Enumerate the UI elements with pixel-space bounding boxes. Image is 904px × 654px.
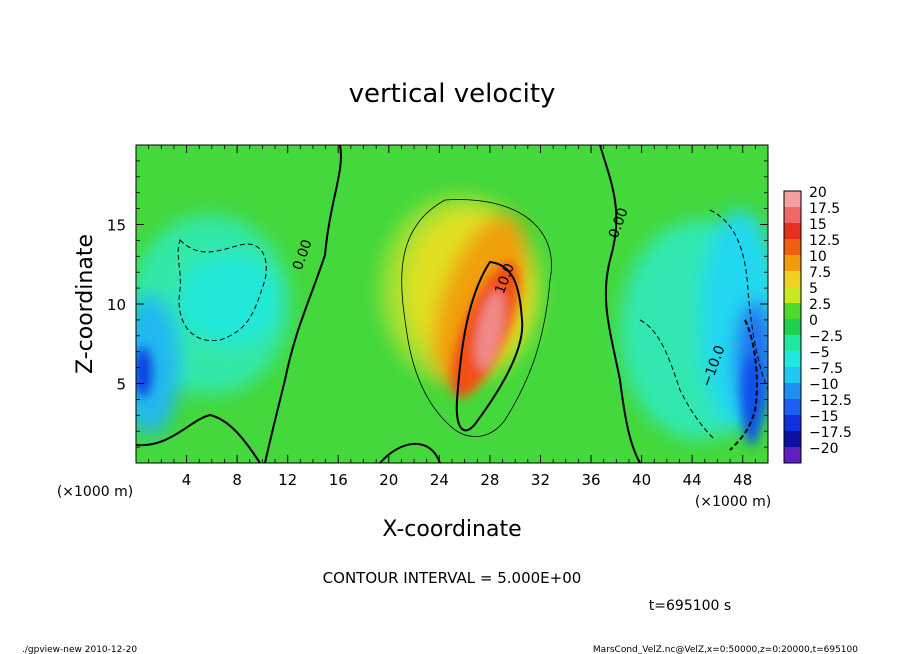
colorbar-swatch-0 [784, 191, 801, 208]
colorbar-swatch-11 [784, 367, 801, 384]
colorbar-label-9: −2.5 [809, 329, 843, 345]
plot-area [136, 145, 768, 463]
colorbar-frame [783, 190, 802, 464]
x-tick-label-0: 4 [182, 471, 192, 489]
colorbar-swatch-2 [784, 223, 801, 240]
chart-title: vertical velocity [349, 79, 556, 109]
y-axis: 5 10 15 [107, 160, 768, 448]
x-axis: 4 8 12 16 20 24 28 32 36 40 44 48 [148, 145, 756, 489]
y-tick-label-0: 5 [116, 376, 126, 394]
contour-zero-right [599, 145, 641, 463]
y-tick-label-2: 15 [107, 217, 126, 235]
contour-zero-left [264, 145, 342, 463]
colorbar: 2017.51512.5107.552.50−2.5−5−7.5−10−12.5… [783, 185, 852, 464]
colorbar-label-8: 0 [809, 313, 818, 329]
contour-neg-left [177, 239, 267, 342]
colorbar-label-3: 12.5 [809, 233, 840, 249]
contour-neg-right-inner [729, 319, 758, 451]
colorbar-label-7: 2.5 [809, 297, 831, 313]
colorbar-swatch-4 [784, 255, 801, 272]
x-tick-label-1: 8 [232, 471, 242, 489]
colorbar-label-11: −7.5 [809, 361, 843, 377]
colorbar-label-15: −17.5 [809, 425, 852, 441]
time-stamp: t=695100 s [649, 598, 731, 614]
colorbar-label-16: −20 [809, 441, 839, 457]
colorbar-swatch-16 [784, 447, 801, 464]
contour-ten [455, 260, 524, 432]
contour-five [401, 199, 552, 437]
colorbar-label-0: 20 [809, 185, 827, 201]
colorbar-swatch-12 [784, 383, 801, 400]
colorbar-swatch-9 [784, 335, 801, 352]
y-tick-label-1: 10 [107, 296, 126, 314]
x-tick-label-9: 40 [632, 471, 651, 489]
x-tick-label-10: 44 [683, 471, 702, 489]
colorbar-swatch-7 [784, 303, 801, 320]
colorbar-swatch-14 [784, 415, 801, 432]
x-tick-label-11: 48 [733, 471, 752, 489]
y-axis-label: Z-coordinate [73, 234, 98, 374]
colorbar-swatch-6 [784, 287, 801, 304]
footer-left: ./gpview-new 2010-12-20 [22, 645, 137, 654]
colorbar-swatch-8 [784, 319, 801, 336]
x-tick-label-4: 20 [379, 471, 398, 489]
x-tick-label-5: 24 [430, 471, 449, 489]
colorbar-label-5: 7.5 [809, 265, 831, 281]
colorbar-label-4: 10 [809, 249, 827, 265]
x-tick-label-7: 32 [531, 471, 550, 489]
x-tick-label-6: 28 [480, 471, 499, 489]
colorbar-swatch-5 [784, 271, 801, 288]
colorbar-swatch-15 [784, 431, 801, 448]
contour-neg-right [639, 209, 768, 441]
x-axis-label: X-coordinate [382, 517, 521, 542]
contour-interval-note: CONTOUR INTERVAL = 5.000E+00 [323, 569, 582, 587]
colorbar-swatch-10 [784, 351, 801, 368]
x-unit-label-left: (×1000 m) [57, 484, 133, 500]
x-tick-label-8: 36 [581, 471, 600, 489]
colorbar-swatch-3 [784, 239, 801, 256]
colorbar-swatch-13 [784, 399, 801, 416]
y-unit-label-right: (×1000 m) [695, 494, 771, 510]
colorbar-label-10: −5 [809, 345, 830, 361]
contour-zero-bottom [136, 413, 441, 463]
colorbar-swatch-1 [784, 207, 801, 224]
colorbar-label-14: −15 [809, 409, 839, 425]
x-tick-label-2: 12 [278, 471, 297, 489]
colorbar-label-2: 15 [809, 217, 827, 233]
colorbar-label-13: −12.5 [809, 393, 852, 409]
colorbar-label-6: 5 [809, 281, 818, 297]
colorbar-label-12: −10 [809, 377, 839, 393]
colorbar-label-1: 17.5 [809, 201, 840, 217]
x-tick-label-3: 16 [329, 471, 348, 489]
footer-right: MarsCond_VelZ.nc@VelZ,x=0:50000,z=0:2000… [593, 645, 858, 654]
